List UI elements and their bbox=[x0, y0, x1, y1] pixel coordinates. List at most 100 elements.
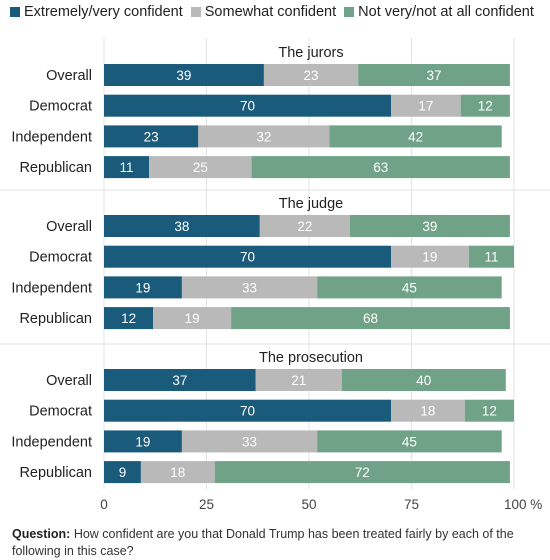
bar-segment bbox=[104, 215, 260, 237]
x-tick-label: 0 bbox=[100, 497, 108, 512]
bar-segment bbox=[104, 125, 199, 148]
bar-segment bbox=[153, 307, 232, 330]
bar-segment bbox=[231, 307, 510, 330]
legend-label-low: Not very/not at all confident bbox=[358, 4, 534, 20]
row-label: Republican bbox=[19, 160, 92, 176]
row-label: Overall bbox=[46, 68, 92, 84]
bar-segment bbox=[391, 399, 465, 422]
bar-value-label: 38 bbox=[174, 219, 189, 234]
bar-value-label: 12 bbox=[482, 404, 497, 419]
bar-segment bbox=[104, 276, 182, 299]
bar-value-label: 37 bbox=[427, 68, 442, 83]
bar-value-label: 70 bbox=[240, 99, 255, 114]
bar-segment bbox=[317, 430, 502, 453]
bar-segment bbox=[259, 215, 350, 237]
x-tick-label: 25 bbox=[199, 497, 214, 512]
row-label: Independent bbox=[11, 129, 92, 145]
bar-value-label: 68 bbox=[363, 311, 378, 326]
legend-item-somewhat-confident: Somewhat confident bbox=[190, 4, 337, 20]
bar-segment bbox=[104, 156, 150, 179]
bar-value-label: 45 bbox=[402, 280, 417, 295]
bar-value-label: 19 bbox=[135, 280, 150, 295]
bar-value-label: 18 bbox=[170, 465, 185, 480]
bar-segment bbox=[251, 156, 510, 179]
bar-segment bbox=[104, 461, 141, 484]
bar-value-label: 45 bbox=[402, 434, 417, 449]
bar-value-label: 19 bbox=[422, 250, 437, 265]
bar-value-label: 9 bbox=[119, 465, 127, 480]
bar-segment bbox=[391, 94, 461, 117]
bar-segment bbox=[181, 276, 318, 299]
footnote-text: How confident are you that Donald Trump … bbox=[12, 527, 514, 558]
bar-segment bbox=[104, 307, 154, 330]
bar-value-label: 11 bbox=[120, 160, 134, 175]
row-label: Republican bbox=[19, 465, 92, 481]
bar-segment bbox=[464, 399, 514, 422]
x-tick-label: 100 % bbox=[504, 497, 542, 512]
legend-label-mid: Somewhat confident bbox=[204, 4, 337, 20]
bar-value-label: 17 bbox=[418, 99, 433, 114]
bar-segment bbox=[104, 369, 256, 391]
bar-segment bbox=[350, 215, 510, 237]
legend-item-not-confident: Not very/not at all confident bbox=[344, 4, 534, 20]
bar-segment bbox=[255, 369, 342, 391]
bar-value-label: 37 bbox=[172, 373, 187, 388]
legend-swatch-mid bbox=[190, 7, 201, 17]
group-title: The jurors bbox=[278, 45, 343, 61]
bar-segment bbox=[391, 245, 469, 268]
bar-segment bbox=[104, 245, 391, 268]
bar-value-label: 25 bbox=[193, 160, 208, 175]
bar-segment bbox=[358, 64, 510, 86]
bar-value-label: 21 bbox=[291, 373, 306, 388]
bar-segment bbox=[149, 156, 252, 179]
chart-footnote: Question: How confident are you that Don… bbox=[12, 526, 542, 560]
bar-value-label: 63 bbox=[373, 160, 388, 175]
group-title: The prosecution bbox=[259, 350, 363, 366]
bar-value-label: 39 bbox=[422, 219, 437, 234]
group-title: The judge bbox=[279, 196, 344, 212]
bar-value-label: 23 bbox=[304, 68, 319, 83]
bar-value-label: 70 bbox=[240, 250, 255, 265]
row-label: Democrat bbox=[29, 250, 92, 266]
bar-segment bbox=[341, 369, 506, 391]
bar-value-label: 11 bbox=[484, 250, 498, 265]
chart-legend: Extremely/very confident Somewhat confid… bbox=[10, 2, 542, 22]
bar-value-label: 19 bbox=[135, 434, 150, 449]
row-label: Overall bbox=[46, 373, 92, 389]
bar-value-label: 23 bbox=[144, 129, 159, 144]
bar-segment bbox=[104, 430, 182, 453]
row-label: Republican bbox=[19, 311, 92, 327]
bar-segment bbox=[317, 276, 502, 299]
bar-value-label: 33 bbox=[242, 280, 257, 295]
bar-value-label: 12 bbox=[121, 311, 136, 326]
row-label: Independent bbox=[11, 280, 92, 296]
bar-segment bbox=[460, 94, 510, 117]
bar-value-label: 18 bbox=[420, 404, 435, 419]
bar-value-label: 39 bbox=[176, 68, 191, 83]
bar-segment bbox=[468, 245, 514, 268]
bar-segment bbox=[329, 125, 502, 148]
legend-swatch-low bbox=[344, 7, 355, 17]
x-tick-label: 50 bbox=[301, 497, 316, 512]
x-tick-label: 75 bbox=[404, 497, 419, 512]
bar-segment bbox=[140, 461, 215, 484]
bar-value-label: 40 bbox=[416, 373, 431, 388]
bar-value-label: 32 bbox=[256, 129, 271, 144]
footnote-label: Question: bbox=[12, 527, 71, 541]
legend-item-extremely-very-confident: Extremely/very confident bbox=[10, 4, 183, 20]
legend-swatch-high bbox=[10, 7, 20, 17]
row-label: Overall bbox=[46, 219, 92, 235]
bar-value-label: 42 bbox=[408, 129, 423, 144]
bar-segment bbox=[104, 399, 391, 422]
bar-value-label: 72 bbox=[355, 465, 370, 480]
row-label: Democrat bbox=[29, 99, 92, 115]
bar-segment bbox=[181, 430, 318, 453]
legend-label-high: Extremely/very confident bbox=[24, 4, 183, 20]
bar-segment bbox=[263, 64, 359, 86]
bar-segment bbox=[198, 125, 330, 148]
bar-value-label: 70 bbox=[240, 404, 255, 419]
bar-value-label: 19 bbox=[185, 311, 200, 326]
bar-value-label: 33 bbox=[242, 434, 257, 449]
bar-segment bbox=[104, 94, 391, 117]
bar-value-label: 22 bbox=[297, 219, 312, 234]
